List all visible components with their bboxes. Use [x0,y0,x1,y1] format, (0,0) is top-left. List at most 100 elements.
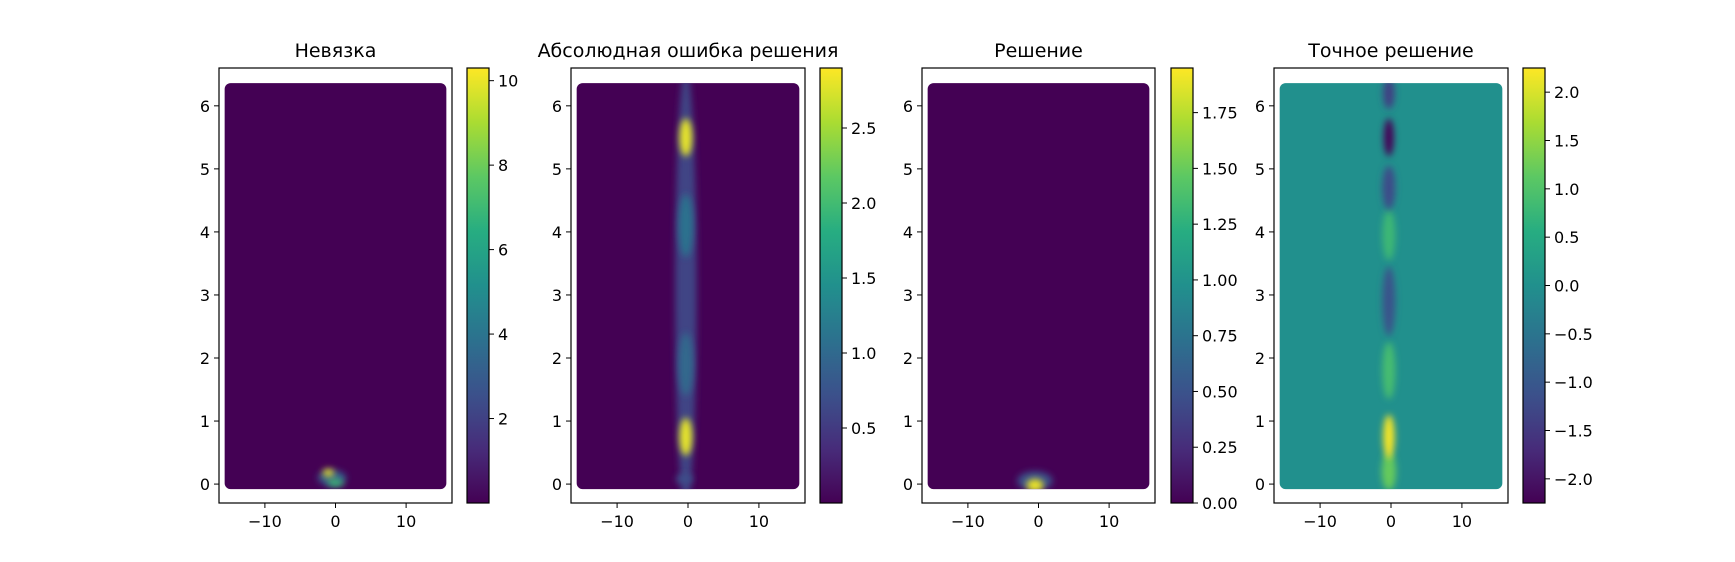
y-tick-label: 6 [903,97,913,116]
heatmap-features [1381,83,1396,490]
x-tick-label: −10 [1303,512,1337,531]
y-tick-label: 6 [552,97,562,116]
colorbar-tick-label: 1.0 [1554,180,1579,199]
y-tick-label: 3 [200,286,210,305]
heatmap-features [317,468,347,487]
y-tick-label: 5 [903,160,913,179]
heatmap-features [675,83,697,490]
x-tick-label: −10 [248,512,282,531]
heatmap-domain [224,83,447,490]
colorbar-tick-label: 8 [498,156,508,175]
colorbar-tick-label: 1.00 [1202,271,1238,290]
x-tick-label: 10 [749,512,769,531]
y-tick-label: 4 [1255,223,1265,242]
heatmap-feature-6 [1383,83,1395,109]
subplot-1: Невязка −10 0 10 0 1 2 3 4 5 6 2 4 6 8 10 [200,40,519,531]
colorbar-tick-label: 1.75 [1202,104,1238,123]
subplot-title: Точное решение [1307,40,1474,62]
y-tick-label: 3 [552,286,562,305]
subplot-title: Решение [994,40,1083,62]
y-tick-label: 4 [552,223,562,242]
colorbar-tick-label: 6 [498,241,508,260]
y-tick-label: 3 [1255,286,1265,305]
colorbar-tick-label: 1.5 [851,269,876,288]
colorbar-tick-label: −0.5 [1554,325,1593,344]
y-tick-label: 0 [903,475,913,494]
x-tick-label: −10 [951,512,985,531]
colorbar-tick-label: 1.5 [1554,132,1579,151]
x-tick-label: 0 [683,512,693,531]
y-tick-label: 0 [552,475,562,494]
heatmap-feature-5 [679,118,693,157]
y-tick-label: 1 [200,412,210,431]
colorbar-tick-label: 1.50 [1202,159,1238,178]
x-tick-label: 0 [1386,512,1396,531]
y-tick-label: 0 [1255,475,1265,494]
heatmap-feature-4 [1381,452,1396,490]
y-tick-label: 5 [200,160,210,179]
y-tick-label: 4 [903,223,913,242]
colorbar-tick-label: 2.0 [1554,83,1579,102]
heatmap-feature-2 [1026,479,1044,490]
colorbar-tick-label: −1.5 [1554,422,1593,441]
y-tick-label: 5 [1255,160,1265,179]
y-tick-label: 5 [552,160,562,179]
heatmap-feature-8 [1383,118,1394,157]
heatmap-feature-2 [327,479,344,487]
colorbar-tick-label: 0.5 [1554,228,1579,247]
y-tick-label: 2 [1255,349,1265,368]
colorbar [1522,67,1546,504]
colorbar-tick-label: 0.25 [1202,438,1238,457]
heatmap-feature-1 [1382,209,1396,261]
subplot-3: Решение −10 0 10 0 1 2 3 4 5 6 0.00 0.25 0.50 0.75 1.00… [903,40,1238,531]
colorbar-tick-label: −2.0 [1554,470,1593,489]
x-tick-label: 10 [1099,512,1119,531]
x-tick-label: −10 [600,512,634,531]
y-tick-label: 1 [1255,412,1265,431]
colorbar-tick-label: 1.25 [1202,215,1238,234]
colorbar-tick-label: 0.5 [851,419,876,438]
heatmap-domain [927,83,1150,490]
y-tick-label: 2 [552,349,562,368]
heatmap-feature-7 [1383,414,1395,459]
x-tick-label: 10 [396,512,416,531]
subplot-2: Абсолюдная ошибка решения −10 0 10 0 1 2 3 4 5 6 0.… [538,40,877,531]
colorbar-tick-label: −1.0 [1554,373,1593,392]
y-tick-label: 0 [200,475,210,494]
colorbar [466,67,490,504]
colorbar-tick-label: 0.50 [1202,382,1238,401]
y-tick-label: 6 [1255,97,1265,116]
heatmap-feature-3 [322,468,335,477]
colorbar-tick-label: 10 [498,72,518,91]
y-tick-label: 1 [903,412,913,431]
colorbar-tick-label: 4 [498,325,508,344]
colorbar-tick-label: 0.0 [1554,277,1579,296]
y-tick-label: 2 [903,349,913,368]
heatmap-feature-3 [678,332,693,396]
heatmap-feature-6 [679,417,693,456]
heatmap-feature-1 [675,83,697,490]
heatmap-feature-3 [1382,266,1396,336]
heatmap-feature-2 [1382,342,1396,399]
colorbar-tick-label: 2.0 [851,194,876,213]
heatmap-feature-5 [1382,165,1396,210]
x-tick-label: 0 [330,512,340,531]
y-tick-label: 6 [200,97,210,116]
subplot-title: Абсолюдная ошибка решения [538,40,839,62]
heatmap-features [1017,471,1053,490]
colorbar-tick-label: 2 [498,410,508,429]
y-tick-label: 3 [903,286,913,305]
colorbar-tick-label: 1.0 [851,344,876,363]
heatmap-feature-4 [678,194,693,258]
colorbar-tick-label: 2.5 [851,119,876,138]
subplot-4: Точное решение −10 0 10 0 1 2 3 4 5 6 −2.0 −1.5 −1.0 −… [1255,40,1593,531]
colorbar [1170,67,1194,504]
heatmap-feature-2 [675,474,693,485]
x-tick-label: 0 [1033,512,1043,531]
colorbar-tick-label: 0.00 [1202,494,1238,513]
y-tick-label: 2 [200,349,210,368]
colorbar-tick-label: 0.75 [1202,327,1238,346]
y-tick-label: 4 [200,223,210,242]
y-tick-label: 1 [552,412,562,431]
